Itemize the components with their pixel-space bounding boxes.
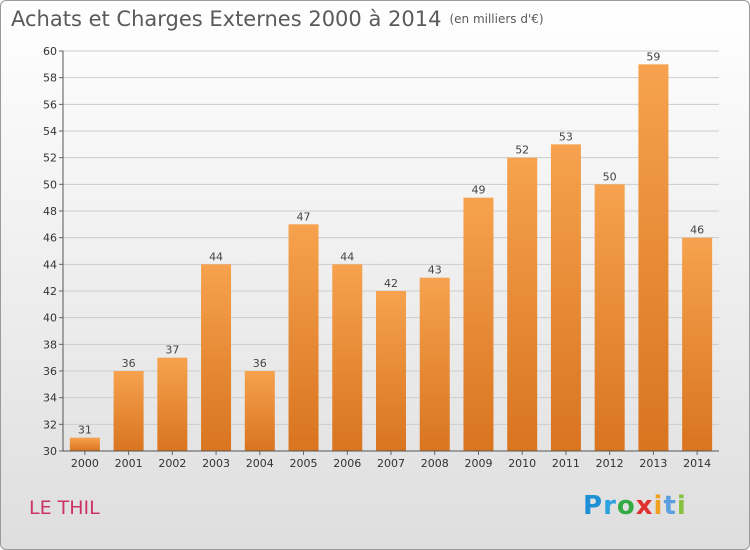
bar-2007 [376,291,406,451]
bar-2008 [419,277,450,451]
bar-2006 [332,264,363,451]
x-tick-label-2006: 2006 [333,457,361,470]
x-tick-label-2013: 2013 [639,457,667,470]
y-tick-label: 44 [43,258,57,271]
data-label-2011: 53 [559,130,573,143]
bar-2003 [201,264,232,451]
y-tick-label: 58 [43,72,57,85]
x-tick-label-2002: 2002 [158,457,186,470]
y-tick-label: 54 [43,125,57,138]
x-tick-label-2004: 2004 [246,457,274,470]
y-tick-label: 40 [43,312,57,325]
data-label-2002: 37 [165,344,179,357]
data-label-2013: 59 [646,50,660,63]
bar-2002 [157,357,188,451]
x-tick-label-2010: 2010 [508,457,536,470]
y-tick-label: 34 [43,392,57,405]
y-tick-label: 38 [43,338,57,351]
axes [62,51,719,452]
y-tick-label: 32 [43,418,57,431]
chart-unit: (en milliers d'€) [449,12,544,26]
y-tick-label: 42 [43,285,57,298]
x-tick-label-2014: 2014 [683,457,711,470]
bar-2004 [244,371,275,451]
data-label-2003: 44 [209,250,223,263]
title-text: Achats et Charges Externes 2000 à 2014 [11,7,442,31]
x-tick-label-2011: 2011 [552,457,580,470]
place-name: LE THIL [29,497,100,519]
data-label-2009: 49 [471,184,485,197]
data-label-2010: 52 [515,144,529,157]
bar-2011 [550,144,581,452]
y-tick-label: 60 [43,45,57,58]
x-tick-label-2007: 2007 [377,457,405,470]
y-axis-ticks: 30 32 34 36 38 40 42 44 46 48 50 52 54 56 58 60 [43,45,63,458]
data-label-2014: 46 [690,224,704,237]
bar-2010 [507,157,538,451]
data-label-2000: 31 [78,424,92,437]
data-label-2006: 44 [340,250,354,263]
x-tick-label-2000: 2000 [71,457,99,470]
y-tick-label: 52 [43,152,57,165]
y-tick-label: 46 [43,232,57,245]
x-tick-label-2009: 2009 [464,457,492,470]
x-tick-label-2012: 2012 [596,457,624,470]
bar-2014 [682,237,713,451]
data-label-2012: 50 [603,170,617,183]
chart-title: Achats et Charges Externes 2000 à 2014 (e… [11,7,544,31]
data-label-2007: 42 [384,277,398,290]
data-label-2004: 36 [253,357,267,370]
x-tick-label-2001: 2001 [115,457,143,470]
x-tick-label-2005: 2005 [290,457,318,470]
proxiti-logo: Proxiti [583,491,687,521]
bar-2005 [288,224,319,451]
bar-2000 [69,437,100,451]
bar-2013 [638,64,669,452]
bar-2001 [113,371,144,451]
y-tick-label: 50 [43,178,57,191]
y-tick-label: 36 [43,365,57,378]
y-tick-label: 56 [43,98,57,111]
x-axis-ticks: 2000 2001 2002 2003 2004 2005 2006 2007 2008 2009… [71,451,711,470]
data-label-2001: 36 [122,357,136,370]
y-tick-label: 30 [43,445,57,458]
bar-2012 [594,184,625,452]
data-label-2008: 43 [428,264,442,277]
bars: 31 36 37 44 36 47 44 42 43 49 52 53 50 59 46 [69,50,713,452]
bar-2009 [463,197,494,451]
x-tick-label-2008: 2008 [421,457,449,470]
y-tick-label: 48 [43,205,57,218]
x-tick-label-2003: 2003 [202,457,230,470]
data-label-2005: 47 [297,210,311,223]
